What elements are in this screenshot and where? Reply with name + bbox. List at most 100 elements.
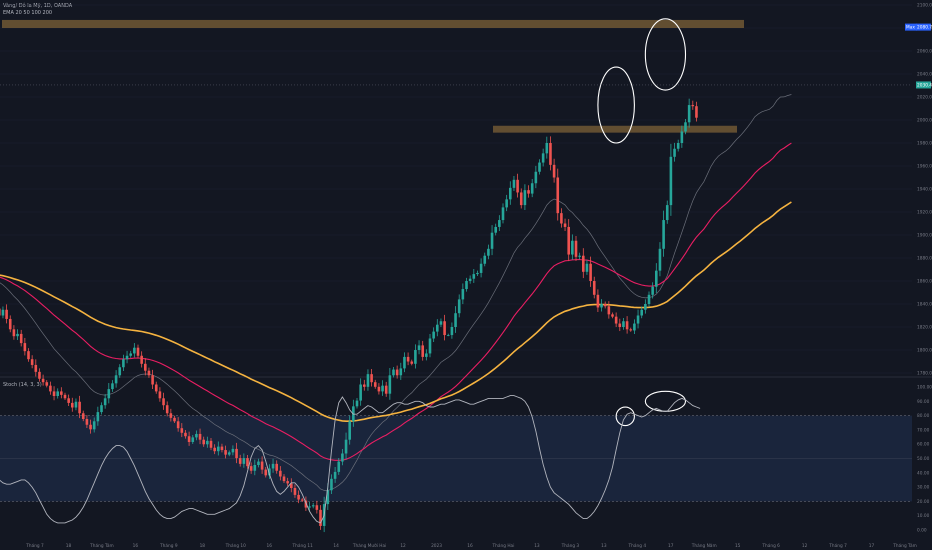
time-tick-label: 12 [400, 543, 406, 549]
candle-body [592, 281, 596, 295]
stoch-tick-label: 50.00 [917, 456, 930, 462]
candle-body [249, 466, 253, 471]
time-tick-label: Tháng Hai [492, 542, 515, 549]
price-tick-label: 2060.000 [917, 49, 932, 55]
candle-body [519, 192, 523, 206]
price-axis: 2100.0002080.0002060.0002040.0002020.000… [917, 3, 932, 377]
candle-body [71, 402, 74, 408]
candle-body [443, 321, 446, 336]
candle-body [30, 359, 34, 365]
price-circle-1 [597, 66, 635, 144]
candle-body [578, 255, 581, 257]
candle-body [465, 281, 468, 290]
candle-body [27, 351, 30, 360]
candle-body [344, 439, 348, 454]
time-tick-label: 17 [668, 543, 674, 549]
stoch-tick-label: 20.00 [917, 499, 930, 505]
price-circle-2 [644, 18, 687, 91]
candle-body [348, 421, 351, 440]
candle-body [523, 190, 527, 206]
stoch-tick-label: 10.00 [917, 513, 930, 519]
candle-body [341, 453, 344, 462]
candle-body [494, 226, 497, 233]
candle-body [629, 329, 633, 331]
candle-body [315, 505, 319, 510]
stoch-band [0, 415, 912, 502]
price-tick-label: 2040.000 [917, 72, 932, 78]
candle-body [1, 309, 5, 316]
candle-body [472, 274, 476, 279]
candle-body [74, 401, 78, 408]
candle-body [636, 315, 640, 324]
candle-body [363, 384, 366, 387]
candle-body [224, 450, 227, 455]
candle-body [246, 458, 249, 467]
high-label-box [905, 23, 917, 31]
candle-body [498, 220, 501, 227]
candle-body [439, 321, 443, 325]
candle-body [257, 461, 260, 465]
candle-body [290, 483, 293, 488]
candle-body [457, 299, 461, 314]
candle-body [534, 171, 538, 184]
candle-body [217, 446, 220, 452]
price-tick-label: 1900.000 [917, 233, 932, 239]
candle-body [662, 220, 665, 249]
price-tick-label: 2100.000 [917, 3, 932, 9]
price-tick-label: 2020.000 [917, 95, 932, 101]
candle-body [206, 440, 209, 445]
time-tick-label: 13 [601, 543, 607, 549]
stoch-circle-2 [644, 390, 687, 412]
candle-body [103, 398, 107, 406]
time-tick-label: Tháng 9 [159, 542, 178, 549]
candle-body [541, 153, 545, 163]
candle-body [12, 329, 16, 337]
candle-body [154, 384, 158, 392]
candle-body [545, 143, 549, 154]
stoch-tick-label: 70.00 [917, 427, 930, 433]
candle-body [111, 383, 114, 390]
time-tick-label: Tháng 10 [225, 542, 247, 549]
candle-body [505, 199, 508, 208]
candle-body [644, 304, 647, 310]
candle-body [34, 364, 38, 372]
candle-body [468, 278, 472, 281]
candle-body [669, 156, 673, 206]
candle-body [63, 394, 67, 399]
time-tick-label: Tháng 11 [292, 542, 314, 549]
resistance-zones [2, 19, 744, 133]
price-tick-label: 1820.000 [917, 325, 932, 331]
candle-body [300, 499, 304, 501]
candle-body [410, 361, 414, 364]
circle-annotations [597, 18, 687, 427]
time-tick-label: 17 [869, 543, 875, 549]
candle-body [432, 331, 435, 339]
badge-box [916, 23, 931, 31]
candle-body [158, 391, 162, 399]
badge-box [916, 81, 931, 89]
candle-body [122, 359, 125, 368]
candle-body [651, 286, 654, 295]
candle-body [297, 494, 300, 500]
candle-body [133, 347, 136, 354]
candle-body [425, 353, 428, 357]
candle-body [81, 413, 85, 419]
candle-body [687, 105, 691, 123]
time-tick-label: Tháng 6 [761, 542, 780, 549]
stoch-overbought-oversold-band [0, 376, 932, 502]
candle-body [622, 321, 625, 327]
time-tick-label: 16 [266, 543, 272, 549]
time-tick-label: Tháng 7 [25, 542, 44, 549]
time-tick-label: Tháng Năm [691, 542, 717, 549]
candle-body [571, 240, 574, 255]
candle-body [85, 419, 89, 425]
candle-body [640, 309, 643, 316]
candle-body [680, 131, 684, 143]
candle-body [308, 506, 311, 508]
candle-body [330, 478, 333, 491]
time-tick-label: 16 [467, 543, 473, 549]
candle-body [96, 412, 100, 422]
candle-body [147, 370, 151, 376]
